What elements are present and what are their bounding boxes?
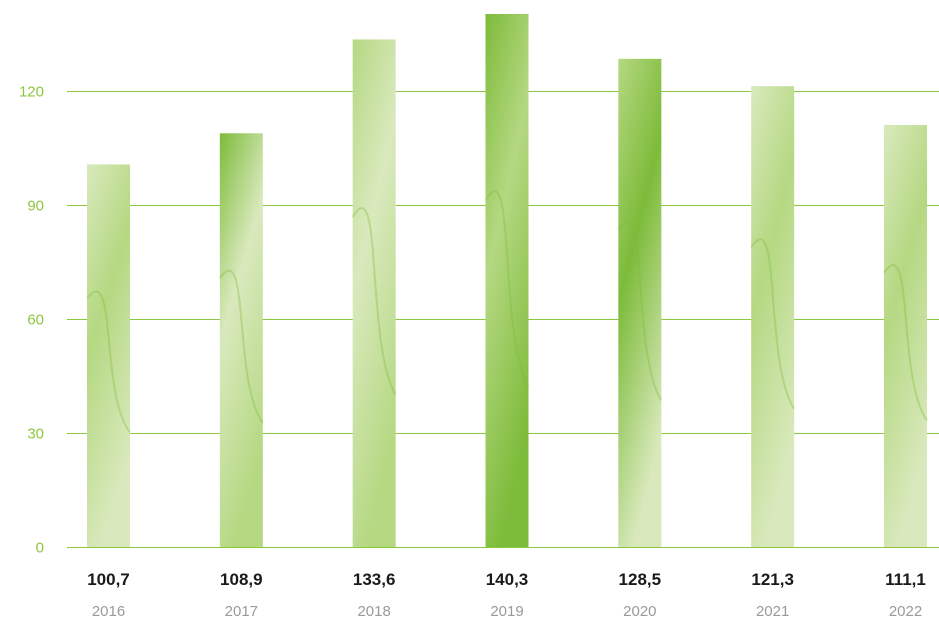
value-label-2020: 128,5: [619, 570, 662, 589]
bar-2017: [219, 133, 263, 547]
x-tick-label-2017: 2017: [225, 603, 258, 619]
bar-2022: [884, 124, 927, 548]
y-tick-label: 60: [27, 312, 44, 329]
bars: [86, 14, 928, 548]
value-label-2022: 111,1: [885, 570, 926, 589]
bar-2019: [485, 14, 529, 547]
bar-texture-2021: [750, 238, 796, 410]
value-label-2018: 133,6: [353, 570, 396, 589]
bar-texture-2018: [351, 207, 397, 396]
x-tick-label-2019: 2019: [490, 603, 523, 619]
bar-texture-2017: [219, 269, 264, 424]
bar-2018: [352, 39, 396, 548]
value-labels: 100,7 108,9 133,6 140,3 128,5 121,3 111,1: [87, 570, 926, 589]
x-tick-label-2020: 2020: [623, 603, 656, 619]
x-tick-label-2021: 2021: [756, 603, 789, 619]
value-label-2016: 100,7: [87, 570, 130, 589]
bar-2021: [751, 86, 795, 548]
x-tick-label-2018: 2018: [357, 603, 390, 619]
bar-texture-2020: [617, 220, 663, 402]
value-label-2017: 108,9: [220, 570, 263, 589]
y-axis-ticks: 0 30 60 90 120: [19, 84, 44, 557]
bar-2020: [618, 58, 662, 548]
x-axis-labels: 2016 2017 2018 2019 2020 2021 2022: [92, 603, 922, 619]
x-tick-label-2016: 2016: [92, 603, 125, 619]
y-tick-label: 90: [27, 198, 44, 215]
value-label-2021: 121,3: [751, 570, 794, 589]
y-tick-label: 0: [36, 540, 44, 557]
y-tick-label: 120: [19, 84, 44, 101]
bar-texture-2022: [883, 264, 928, 421]
x-tick-label-2022: 2022: [889, 603, 922, 619]
bar-2016: [87, 164, 130, 547]
bar-texture-2016: [86, 290, 131, 433]
y-tick-label: 30: [27, 426, 44, 443]
value-label-2019: 140,3: [486, 570, 529, 589]
bar-texture-2019: [484, 190, 530, 388]
